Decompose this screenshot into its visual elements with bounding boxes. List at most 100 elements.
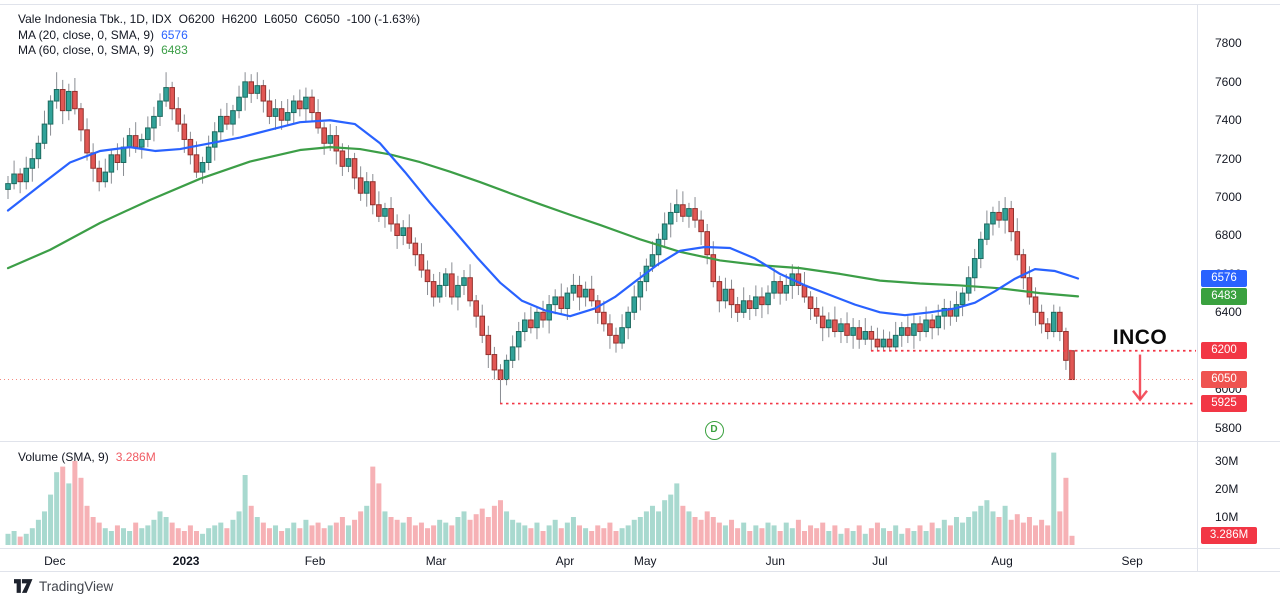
volume-bar xyxy=(741,522,747,545)
volume-label[interactable]: Volume (SMA, 9) xyxy=(18,450,109,464)
volume-bar xyxy=(17,536,23,545)
volume-bar xyxy=(680,505,686,545)
candle-body xyxy=(114,154,121,163)
time-axis-label[interactable]: Aug xyxy=(991,554,1013,568)
volume-bar xyxy=(558,528,564,545)
price-axis-label[interactable]: 7000 xyxy=(1215,190,1242,205)
candle-body xyxy=(886,338,893,348)
volume-bar xyxy=(735,528,741,545)
candle-body xyxy=(17,173,23,183)
candle-body xyxy=(892,334,899,348)
candle-body xyxy=(5,183,11,190)
time-axis-label[interactable]: Feb xyxy=(304,554,326,568)
volume-axis-label[interactable]: 20M xyxy=(1215,482,1239,496)
volume-bar xyxy=(814,528,820,545)
price-axis-label[interactable]: 5800 xyxy=(1215,420,1242,435)
price-badge: 6576 xyxy=(1201,270,1247,287)
priceaxis-separator[interactable] xyxy=(1197,4,1198,571)
candle-body xyxy=(692,208,698,221)
price-axis-label[interactable]: 7400 xyxy=(1215,113,1242,128)
dividend-event-marker[interactable]: D xyxy=(704,420,724,440)
volume-bar xyxy=(917,525,923,545)
time-axis-label[interactable]: Dec xyxy=(44,554,66,568)
volume-bar xyxy=(795,519,801,545)
ma20-legend-row[interactable]: MA (20, close, 0, SMA, 9) 6576 xyxy=(18,28,427,43)
candle-body xyxy=(1038,311,1045,325)
volume-bar xyxy=(552,519,558,545)
volume-bar xyxy=(789,528,795,545)
price-axis-label[interactable]: 7600 xyxy=(1215,74,1242,89)
volume-bar xyxy=(473,514,479,545)
ohlc-low: L6050 xyxy=(264,12,298,26)
candle-body xyxy=(339,150,346,167)
time-axis-label[interactable]: Jul xyxy=(872,554,888,568)
candle-body xyxy=(564,292,571,309)
price-axis-label[interactable]: 6800 xyxy=(1215,228,1242,243)
candle-body xyxy=(388,208,394,225)
volume-badge: 3.286M xyxy=(1201,527,1257,545)
time-axis-label[interactable]: Mar xyxy=(425,554,447,568)
volume-legend-row[interactable]: Volume (SMA, 9) 3.286M xyxy=(18,450,163,464)
volume-bar xyxy=(309,525,315,545)
volume-bar xyxy=(96,522,102,545)
time-axis-label[interactable]: Apr xyxy=(555,554,575,568)
volume-axis-label[interactable]: 10M xyxy=(1215,510,1239,524)
volume-bar xyxy=(151,519,157,545)
volume-bar xyxy=(722,525,728,545)
price-axis-label[interactable]: 6400 xyxy=(1215,305,1242,320)
candle-body xyxy=(321,127,327,144)
candle-body xyxy=(66,90,72,112)
price-axis-label[interactable]: 7200 xyxy=(1215,151,1242,166)
time-axis-label[interactable]: May xyxy=(633,554,657,568)
candle-body xyxy=(601,311,607,325)
candle-body xyxy=(442,273,449,286)
volume-bar xyxy=(941,519,947,545)
ohlc-change: -100 (-1.63%) xyxy=(346,12,421,26)
volume-bar xyxy=(163,517,169,545)
candle-body xyxy=(941,307,948,317)
candle-body xyxy=(418,254,425,271)
candle-body xyxy=(783,284,790,294)
volume-bar xyxy=(978,505,984,545)
candle-body xyxy=(868,331,875,340)
ma20-line[interactable] xyxy=(6,119,1080,318)
volume-bar xyxy=(200,533,206,545)
volume-bar xyxy=(437,519,443,545)
price-axis-label[interactable]: 7800 xyxy=(1215,36,1242,51)
volume-bar xyxy=(826,531,832,545)
candle-body xyxy=(436,284,443,298)
symbol-description[interactable]: Vale Indonesia Tbk., 1D, IDX xyxy=(18,12,172,26)
candle-body xyxy=(1002,208,1008,221)
candle-body xyxy=(430,281,437,298)
volume-bar xyxy=(90,517,96,545)
inco-annotation-text[interactable]: INCO xyxy=(1112,326,1168,349)
volume-bar xyxy=(1051,452,1057,545)
ma60-label[interactable]: MA (60, close, 0, SMA, 9) xyxy=(18,43,155,57)
candle-body xyxy=(29,158,36,169)
ma60-line[interactable] xyxy=(6,146,1080,298)
volume-bar xyxy=(327,525,333,545)
time-axis-label[interactable]: 2023 xyxy=(172,554,200,568)
volume-bar xyxy=(966,517,972,545)
tradingview-logo[interactable]: TradingView xyxy=(14,579,113,594)
symbol-legend-row[interactable]: Vale Indonesia Tbk., 1D, IDX O6200 H6200 L6… xyxy=(18,12,427,27)
ma60-legend-row[interactable]: MA (60, close, 0, SMA, 9) 6483 xyxy=(18,43,427,58)
volume-bar xyxy=(1039,519,1045,545)
pane-separator[interactable] xyxy=(0,441,1280,442)
volume-bar xyxy=(491,505,497,545)
candle-body xyxy=(108,154,115,173)
ma20-label[interactable]: MA (20, close, 0, SMA, 9) xyxy=(18,27,155,42)
time-axis-label[interactable]: Sep xyxy=(1121,554,1143,568)
candle-body xyxy=(917,323,923,333)
time-axis-label[interactable]: Jun xyxy=(765,554,785,568)
candle-body xyxy=(272,108,279,117)
candle-body xyxy=(680,204,686,217)
volume-bar xyxy=(662,500,668,545)
volume-bar xyxy=(1045,525,1051,545)
candle-body xyxy=(1050,311,1057,333)
volume-bar xyxy=(54,472,60,545)
volume-axis-label[interactable]: 30M xyxy=(1215,454,1239,468)
volume-bar xyxy=(540,531,546,545)
down-arrow-head[interactable] xyxy=(1132,389,1148,402)
